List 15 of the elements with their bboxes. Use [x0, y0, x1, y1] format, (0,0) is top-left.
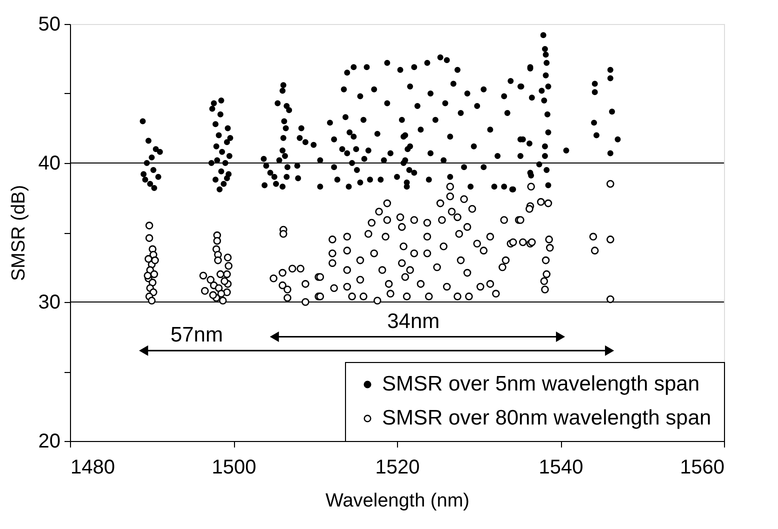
y-tick-label: 30: [38, 292, 60, 314]
x-tick-label: 1500: [212, 456, 256, 478]
x-tick-label: 1540: [538, 456, 584, 478]
y-tick-label: 20: [38, 430, 60, 452]
legend-label: SMSR over 5nm wavelength span: [382, 372, 700, 396]
x-tick-label: 1520: [375, 456, 420, 478]
x-tick-label: 1480: [70, 456, 115, 478]
y-axis-title: SMSR (dB): [8, 184, 30, 282]
annotation: 57nm: [170, 324, 223, 347]
y-tick-label: 40: [38, 152, 60, 174]
y-tick-label: 50: [38, 14, 60, 36]
x-tick-label: 1560: [680, 456, 724, 478]
legend-label: SMSR over 80nm wavelength span: [382, 406, 712, 430]
annotation: 34nm: [387, 310, 440, 333]
x-axis-title: Wavelength (nm): [326, 490, 470, 512]
